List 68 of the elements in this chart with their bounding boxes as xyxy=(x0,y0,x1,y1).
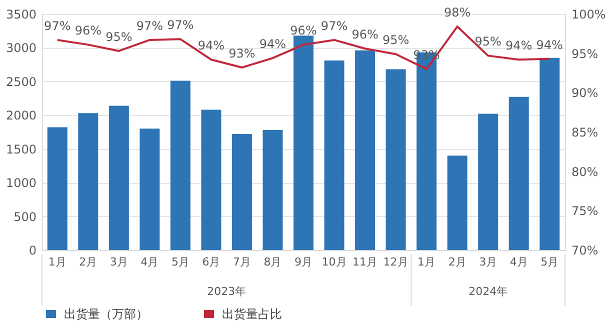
y-tick-label: 3000 xyxy=(6,41,36,56)
bar xyxy=(355,50,376,250)
y-tick-label: 1000 xyxy=(6,176,36,190)
data-label: 96% xyxy=(290,24,317,38)
x-tick-label: 9月 xyxy=(294,256,312,268)
y-tick-label: 1500 xyxy=(6,142,36,156)
bar xyxy=(386,69,406,250)
y-tick-label: 2000 xyxy=(6,108,36,123)
bar xyxy=(78,113,98,250)
text: 2023年 xyxy=(207,285,246,298)
x-tick-label: 5月 xyxy=(540,256,559,268)
y2-tick-label: 95% xyxy=(572,46,598,61)
data-label: 97% xyxy=(44,18,71,33)
bar xyxy=(262,130,283,250)
bar xyxy=(324,60,344,250)
bar xyxy=(447,156,468,250)
data-label: 97% xyxy=(167,18,194,32)
bar xyxy=(140,128,160,250)
y-tick-label: 500 xyxy=(14,210,36,224)
x-tick-label: 1月 xyxy=(48,256,66,268)
data-label: 94% xyxy=(198,38,225,53)
bar xyxy=(508,96,529,250)
y2-tick-label: 90% xyxy=(572,86,598,100)
data-label: 98% xyxy=(444,6,471,20)
data-label: 93% xyxy=(228,46,256,60)
data-label: 95% xyxy=(474,34,502,49)
y2-tick-label: 85% xyxy=(572,126,598,140)
x-tick-label: 6月 xyxy=(202,256,220,268)
data-label: 94% xyxy=(506,38,532,53)
bar xyxy=(201,110,222,250)
x-tick-label: 7月 xyxy=(232,256,251,268)
x-tick-label: 4月 xyxy=(510,256,528,268)
data-label: 96% xyxy=(352,28,378,42)
x-tick-label: 11月 xyxy=(352,256,378,268)
y-tick-label: 3500 xyxy=(6,8,36,22)
data-label: 96% xyxy=(74,24,102,38)
y2-tick-label: 80% xyxy=(572,164,598,179)
x-tick-label: 4月 xyxy=(140,256,159,268)
legend-label: 出货量（万部） xyxy=(64,307,148,321)
bar xyxy=(540,58,560,250)
data-label: 97% xyxy=(320,18,348,33)
y2-tick-label: 70% xyxy=(572,244,598,258)
x-tick-label: 5月 xyxy=(171,256,190,268)
y-tick-label: 2500 xyxy=(6,74,36,89)
x-tick-label: 12月 xyxy=(383,256,408,268)
x-tick-label: 3月 xyxy=(110,256,128,268)
bar xyxy=(294,36,314,250)
x-tick-label: 2月 xyxy=(448,256,466,268)
x-tick-label: 8月 xyxy=(264,256,282,268)
data-label: 97% xyxy=(136,18,164,33)
data-label: 95% xyxy=(106,30,132,44)
x-tick-label: 2月 xyxy=(79,256,98,268)
bar xyxy=(478,114,498,250)
data-label: 94% xyxy=(536,38,563,52)
bar xyxy=(170,80,190,250)
y-tick-label: 0 xyxy=(28,244,36,258)
legend-label: 出货量占比 xyxy=(222,307,282,321)
data-label: 95% xyxy=(382,33,410,48)
x-tick-label: 1月 xyxy=(418,256,436,268)
bar xyxy=(47,127,68,250)
bar xyxy=(232,134,252,250)
y2-tick-label: 100% xyxy=(572,8,606,22)
x-tick-label: 10月 xyxy=(322,256,347,268)
bar xyxy=(108,106,129,250)
text: 2024年 xyxy=(468,285,508,298)
x-tick-label: 3月 xyxy=(479,256,498,268)
y2-tick-label: 75% xyxy=(572,204,598,218)
data-label: 94% xyxy=(259,37,286,52)
